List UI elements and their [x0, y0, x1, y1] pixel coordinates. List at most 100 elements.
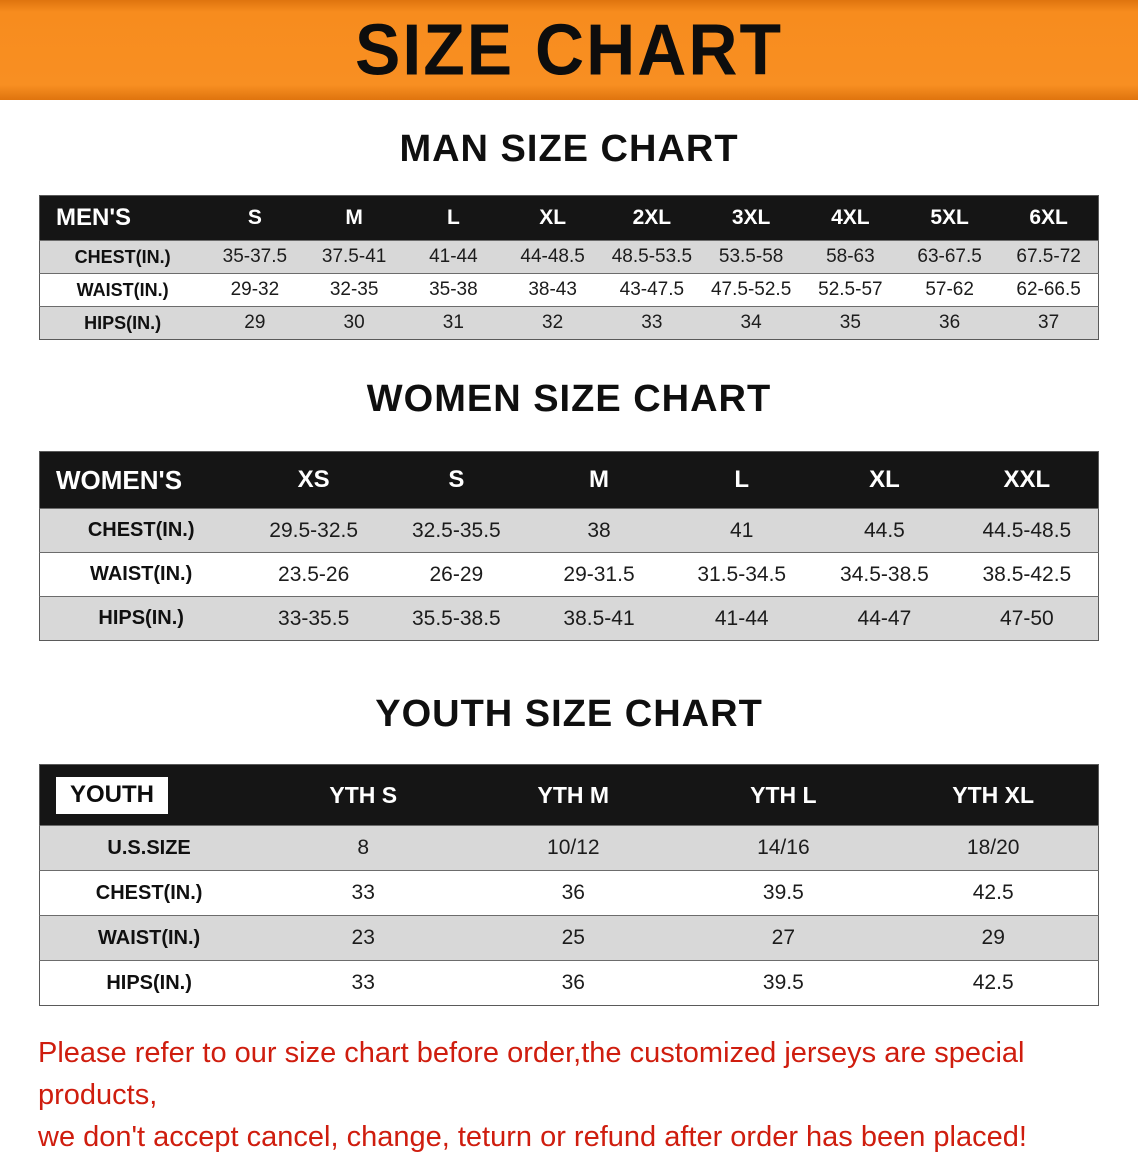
data-cell: 33-35.5 — [278, 606, 350, 630]
data-cell: 32 — [542, 312, 564, 333]
table-corner-label: WOMEN'S — [39, 451, 243, 509]
column-header: L — [403, 195, 503, 241]
data-cell: 37.5-41 — [321, 246, 387, 267]
column-header: XS — [242, 451, 385, 509]
youth-size-section: YOUTH SIZE CHART YOUTH YTH S YTH M YTH L YTH… — [0, 641, 1138, 1006]
table-row: WAIST(IN.) 23.5-26 26-29 29-31.5 31.5-34.5 34… — [39, 552, 1099, 597]
data-cell: 35 — [839, 312, 861, 333]
youth-section-heading: YOUTH SIZE CHART — [375, 693, 763, 735]
column-header: 6XL — [999, 195, 1099, 241]
row-label: CHEST(IN.) — [95, 881, 203, 904]
data-cell: 34.5-38.5 — [840, 562, 929, 586]
column-header: 4XL — [800, 195, 900, 241]
table-row: HIPS(IN.) 29 30 31 32 33 34 35 36 37 — [39, 306, 1099, 340]
data-cell: 44.5-48.5 — [982, 518, 1072, 542]
size-table: MEN'S S M L XL 2XL 3XL 4XL 5XL 6XL CHEST(IN.) 35-37… — [39, 195, 1099, 340]
table-header-row: YOUTH YTH S YTH M YTH L YTH XL — [39, 764, 1099, 826]
women-size-table: WOMEN'S XS S M L XL XXL CHEST(IN.) 29.5-32.5 32.5… — [39, 451, 1099, 641]
row-label: CHEST(IN.) — [87, 519, 195, 541]
data-cell: 43-47.5 — [619, 279, 685, 300]
data-cell: 35-38 — [429, 279, 478, 300]
table-row: CHEST(IN.) 29.5-32.5 32.5-35.5 38 41 44.5 44.5… — [39, 508, 1099, 553]
banner: SIZE CHART — [0, 0, 1138, 100]
data-cell: 44.5 — [863, 518, 905, 542]
table-corner-label: YOUTH — [39, 764, 259, 826]
data-cell: 42.5 — [972, 881, 1014, 904]
row-label: U.S.SIZE — [107, 836, 191, 859]
data-cell: 47-50 — [1000, 606, 1054, 630]
row-label: HIPS(IN.) — [84, 312, 162, 333]
data-cell: 30 — [343, 312, 365, 333]
data-cell: 52.5-57 — [818, 279, 883, 300]
youth-size-table: YOUTH YTH S YTH M YTH L YTH XL U.S.SIZE 8 10/12… — [39, 764, 1099, 1006]
table-row: U.S.SIZE 8 10/12 14/16 18/20 — [39, 825, 1099, 871]
table-corner-label-box: YOUTH — [56, 776, 168, 814]
data-cell: 31.5-34.5 — [697, 562, 787, 586]
data-cell: 67.5-72 — [1016, 246, 1081, 267]
data-cell: 48.5-53.5 — [611, 246, 693, 267]
column-header: XL — [503, 195, 603, 241]
data-cell: 41-44 — [429, 246, 478, 267]
data-cell: 26-29 — [429, 562, 484, 586]
column-header: XXL — [955, 451, 1099, 509]
data-cell: 25 — [561, 926, 585, 949]
column-header: 5XL — [900, 195, 1000, 241]
data-cell: 39.5 — [762, 881, 804, 904]
data-cell: 31 — [442, 312, 464, 333]
data-cell: 36 — [561, 971, 585, 994]
data-cell: 33 — [351, 971, 375, 994]
row-label: WAIST(IN.) — [90, 563, 193, 585]
table-header-row: MEN'S S M L XL 2XL 3XL 4XL 5XL 6XL — [39, 195, 1099, 241]
data-cell: 42.5 — [972, 971, 1014, 994]
table-corner-label: MEN'S — [39, 195, 206, 241]
data-cell: 41 — [730, 518, 754, 542]
data-cell: 33 — [641, 312, 663, 333]
data-cell: 41-44 — [714, 606, 769, 630]
disclaimer-line-1: Please refer to our size chart before or… — [38, 1037, 1025, 1112]
data-cell: 35-37.5 — [222, 246, 288, 267]
disclaimer: Please refer to our size chart before or… — [0, 1006, 1138, 1158]
row-label: HIPS(IN.) — [98, 607, 184, 629]
table-row: HIPS(IN.) 33 36 39.5 42.5 — [39, 960, 1099, 1006]
column-header: S — [385, 451, 528, 509]
data-cell: 18/20 — [966, 836, 1020, 859]
data-cell: 23.5-26 — [278, 562, 350, 586]
column-header: M — [304, 195, 404, 241]
data-cell: 23 — [351, 926, 375, 949]
page-title: SIZE CHART — [355, 9, 783, 91]
data-cell: 63-67.5 — [917, 246, 982, 267]
row-label: WAIST(IN.) — [76, 279, 169, 300]
data-cell: 32.5-35.5 — [411, 518, 501, 542]
data-cell: 38.5-42.5 — [982, 562, 1072, 586]
men-section-heading: MAN SIZE CHART — [399, 128, 739, 170]
row-label: CHEST(IN.) — [74, 246, 171, 267]
column-header: YTH S — [258, 764, 469, 826]
data-cell: 36 — [939, 312, 961, 333]
data-cell: 53.5-58 — [718, 246, 784, 267]
data-cell: 38 — [587, 518, 611, 542]
data-cell: 62-66.5 — [1016, 279, 1081, 300]
men-size-table: MEN'S S M L XL 2XL 3XL 4XL 5XL 6XL CHEST(IN.) 35-37… — [39, 195, 1099, 340]
data-cell: 36 — [561, 881, 585, 904]
data-cell: 29-32 — [230, 279, 280, 300]
size-table: WOMEN'S XS S M L XL XXL CHEST(IN.) 29.5-32.5 32.5… — [39, 451, 1099, 641]
men-size-section: MAN SIZE CHART MEN'S S M L XL 2XL 3XL 4XL 5XL 6XL… — [0, 100, 1138, 340]
data-cell: 29 — [244, 312, 266, 333]
women-size-section: WOMEN SIZE CHART WOMEN'S XS S M L XL XXL CHEST(… — [0, 340, 1138, 641]
disclaimer-line-2: we don't accept cancel, change, teturn o… — [38, 1121, 1027, 1154]
data-cell: 38.5-41 — [563, 606, 635, 630]
column-header: S — [205, 195, 305, 241]
data-cell: 47.5-52.5 — [710, 279, 792, 300]
data-cell: 27 — [771, 926, 796, 949]
data-cell: 14/16 — [757, 836, 810, 859]
data-cell: 39.5 — [762, 971, 804, 994]
data-cell: 10/12 — [547, 836, 600, 859]
size-table: YOUTH YTH S YTH M YTH L YTH XL U.S.SIZE 8 10/12… — [39, 764, 1099, 1006]
table-row: HIPS(IN.) 33-35.5 35.5-38.5 38.5-41 41-44 44-… — [39, 596, 1099, 641]
column-header: XL — [813, 451, 956, 509]
row-label: HIPS(IN.) — [106, 971, 192, 994]
data-cell: 8 — [357, 836, 370, 859]
data-cell: 38-43 — [528, 279, 577, 300]
data-cell: 58-63 — [826, 246, 875, 267]
row-label: WAIST(IN.) — [97, 926, 201, 949]
